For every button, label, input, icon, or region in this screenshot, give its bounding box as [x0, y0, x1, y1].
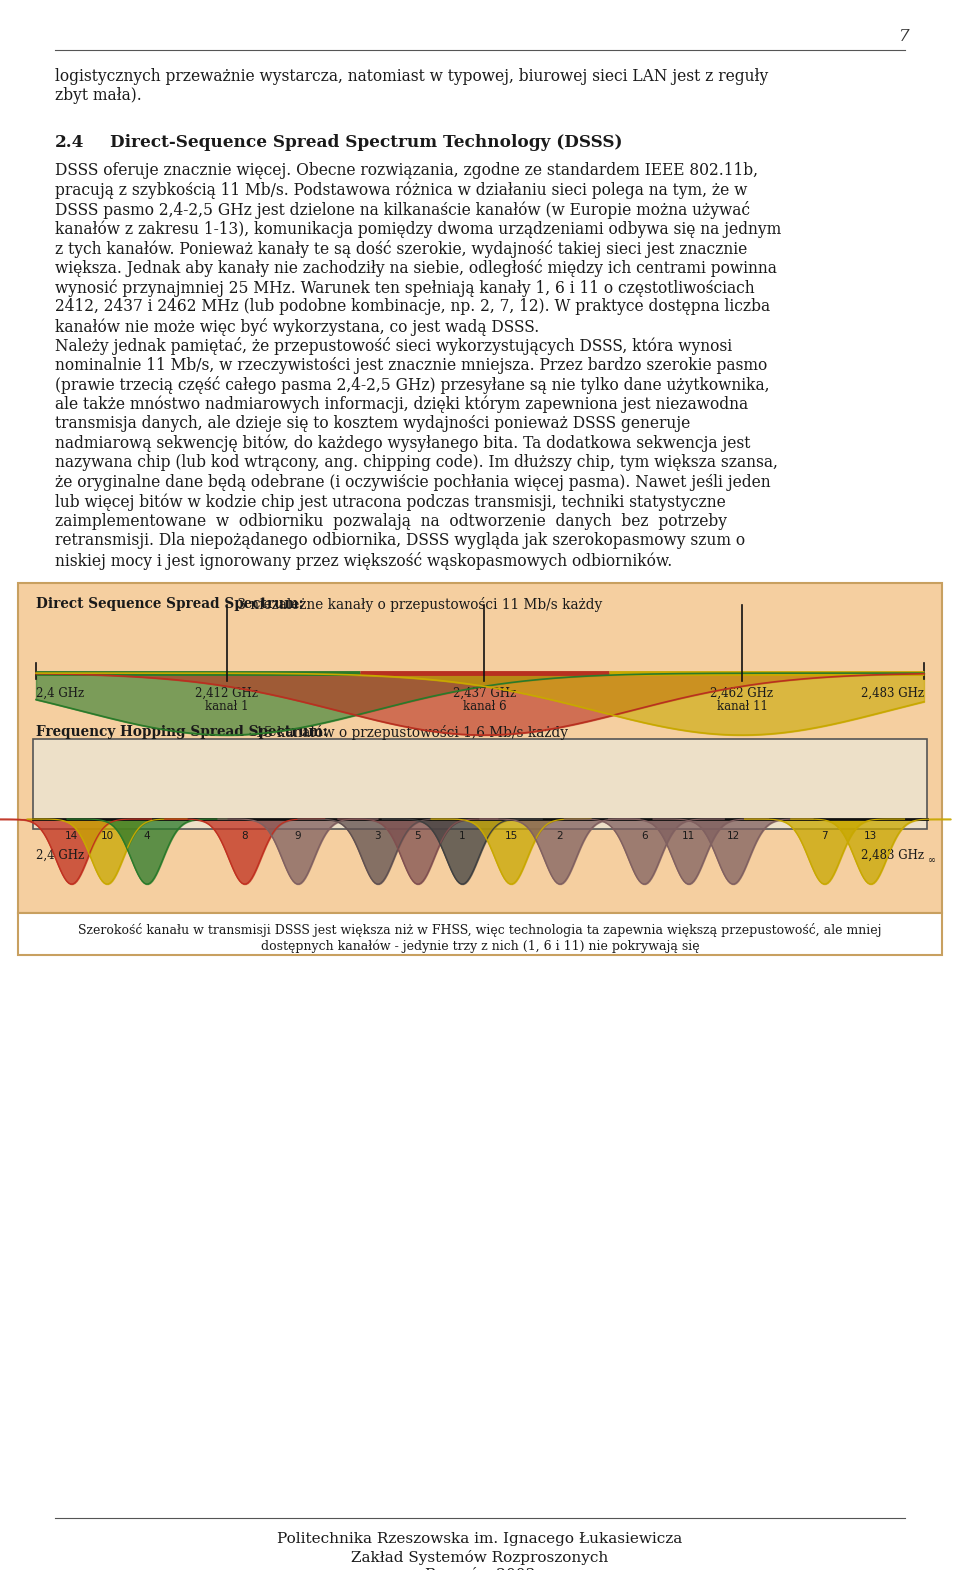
Text: 1: 1 [459, 831, 466, 842]
Text: 10: 10 [101, 831, 113, 842]
Bar [18, 582, 942, 914]
Text: 4: 4 [144, 831, 151, 842]
Text: lub więcej bitów w kodzie chip jest utracona podczas transmisji, techniki statys: lub więcej bitów w kodzie chip jest utra… [55, 493, 726, 510]
Bar [18, 914, 942, 955]
Text: 2,437 GHz: 2,437 GHz [453, 688, 516, 700]
Text: większa. Jednak aby kanały nie zachodziły na siebie, odległość między ich centra: większa. Jednak aby kanały nie zachodził… [55, 259, 777, 276]
Text: 12: 12 [727, 831, 740, 842]
Text: 2: 2 [557, 831, 564, 842]
Text: kanał 11: kanał 11 [716, 700, 767, 713]
Text: 7: 7 [821, 831, 828, 842]
Text: 2,483 GHz: 2,483 GHz [861, 849, 924, 862]
Text: z tych kanałów. Ponieważ kanały te są dość szerokie, wydajność takiej sieci jest: z tych kanałów. Ponieważ kanały te są do… [55, 240, 747, 257]
Text: kanałów nie może więc być wykorzystana, co jest wadą DSSS.: kanałów nie może więc być wykorzystana, … [55, 317, 540, 336]
Text: niskiej mocy i jest ignorowany przez większość wąskopasmowych odbiorników.: niskiej mocy i jest ignorowany przez wię… [55, 551, 672, 570]
Text: 2,412 GHz: 2,412 GHz [196, 688, 258, 700]
Text: 3: 3 [374, 831, 381, 842]
Text: kanałów z zakresu 1-13), komunikacja pomiędzy dwoma urządzeniami odbywa się na j: kanałów z zakresu 1-13), komunikacja pom… [55, 220, 781, 237]
Text: DSSS pasmo 2,4-2,5 GHz jest dzielone na kilkanaście kanałów (w Europie można uży: DSSS pasmo 2,4-2,5 GHz jest dzielone na … [55, 201, 750, 218]
Text: Należy jednak pamiętać, że przepustowość sieci wykorzystujących DSSS, która wyno: Należy jednak pamiętać, że przepustowość… [55, 338, 732, 355]
Text: 3 niezależne kanały o przepustowości 11 Mb/s każdy: 3 niezależne kanały o przepustowości 11 … [233, 597, 602, 612]
Text: kanał 1: kanał 1 [205, 700, 249, 713]
Text: Szerokość kanału w transmisji DSSS jest większa niż w FHSS, więc technologia ta : Szerokość kanału w transmisji DSSS jest … [79, 923, 881, 937]
Text: 2,483 GHz: 2,483 GHz [861, 688, 924, 700]
Text: zaimplementowane  w  odbiorniku  pozwalają  na  odtworzenie  danych  bez  potrze: zaimplementowane w odbiorniku pozwalają … [55, 512, 727, 529]
Text: 5: 5 [415, 831, 421, 842]
Text: logistycznych przeważnie wystarcza, natomiast w typowej, biurowej sieci LAN jest: logistycznych przeważnie wystarcza, nato… [55, 68, 768, 85]
Text: 15: 15 [504, 831, 517, 842]
Text: Direct Sequence Spread Spectrum:: Direct Sequence Spread Spectrum: [36, 597, 303, 611]
Text: 2.4: 2.4 [55, 135, 84, 151]
Text: nadmiarową sekwencję bitów, do każdego wysyłanego bita. Ta dodatkowa sekwencja j: nadmiarową sekwencję bitów, do każdego w… [55, 435, 751, 452]
Text: Rzeszów 2003: Rzeszów 2003 [425, 1568, 535, 1570]
Text: Zakład Systemów Rozproszonych: Zakład Systemów Rozproszonych [351, 1550, 609, 1565]
Text: pracują z szybkością 11 Mb/s. Podstawowa różnica w działaniu sieci polega na tym: pracują z szybkością 11 Mb/s. Podstawowa… [55, 181, 748, 198]
Text: ∞: ∞ [928, 856, 936, 865]
Text: 8: 8 [241, 831, 248, 842]
Text: 2,4 GHz: 2,4 GHz [36, 688, 84, 700]
Text: 6: 6 [641, 831, 648, 842]
Text: retransmisji. Dla niepożądanego odbiornika, DSSS wygląda jak szerokopasmowy szum: retransmisji. Dla niepożądanego odbiorni… [55, 532, 745, 550]
Text: nominalnie 11 Mb/s, w rzeczywistości jest znacznie mniejsza. Przez bardzo szerok: nominalnie 11 Mb/s, w rzeczywistości jes… [55, 356, 767, 374]
Text: wynosić przynajmniej 25 MHz. Warunek ten spełniają kanały 1, 6 i 11 o częstotliw: wynosić przynajmniej 25 MHz. Warunek ten… [55, 278, 755, 297]
Text: 2,462 GHz: 2,462 GHz [710, 688, 774, 700]
Text: 9: 9 [295, 831, 301, 842]
Text: Direct-Sequence Spread Spectrum Technology (DSSS): Direct-Sequence Spread Spectrum Technolo… [110, 135, 622, 151]
Text: dostępnych kanałów - jedynie trzy z nich (1, 6 i 11) nie pokrywają się: dostępnych kanałów - jedynie trzy z nich… [261, 939, 699, 953]
Text: 2412, 2437 i 2462 MHz (lub podobne kombinacje, np. 2, 7, 12). W praktyce dostępn: 2412, 2437 i 2462 MHz (lub podobne kombi… [55, 298, 770, 316]
Text: transmisja danych, ale dzieje się to kosztem wydajności ponieważ DSSS generuje: transmisja danych, ale dzieje się to kos… [55, 414, 690, 432]
Text: 13: 13 [864, 831, 877, 842]
Text: DSSS oferuje znacznie więcej. Obecne rozwiązania, zgodne ze standardem IEEE 802.: DSSS oferuje znacznie więcej. Obecne roz… [55, 162, 758, 179]
Text: 11: 11 [682, 831, 695, 842]
Text: (prawie trzecią część całego pasma 2,4-2,5 GHz) przesyłane są nie tylko dane uży: (prawie trzecią część całego pasma 2,4-2… [55, 377, 770, 394]
Text: 2,4 GHz: 2,4 GHz [36, 849, 84, 862]
Text: kanał 6: kanał 6 [463, 700, 506, 713]
Text: 14: 14 [65, 831, 78, 842]
Text: nazywana chip (lub kod wtrącony, ang. chipping code). Im dłuższy chip, tym więks: nazywana chip (lub kod wtrącony, ang. ch… [55, 454, 778, 471]
Text: 15 kanałów o przepustowości 1,6 Mb/s każdy: 15 kanałów o przepustowości 1,6 Mb/s każ… [251, 725, 568, 739]
Text: Politechnika Rzeszowska im. Ignacego Łukasiewicza: Politechnika Rzeszowska im. Ignacego Łuk… [277, 1532, 683, 1546]
Text: ale także mnóstwo nadmiarowych informacji, dzięki którym zapewniona jest niezawo: ale także mnóstwo nadmiarowych informacj… [55, 396, 748, 413]
Text: Frequency Hopping Spread Spectrum:: Frequency Hopping Spread Spectrum: [36, 725, 328, 739]
Bar [33, 739, 927, 829]
Text: zbyt mała).: zbyt mała). [55, 88, 142, 105]
Text: że oryginalne dane będą odebrane (i oczywiście pochłania więcej pasma). Nawet je: że oryginalne dane będą odebrane (i oczy… [55, 474, 771, 490]
Text: 7: 7 [900, 28, 910, 46]
